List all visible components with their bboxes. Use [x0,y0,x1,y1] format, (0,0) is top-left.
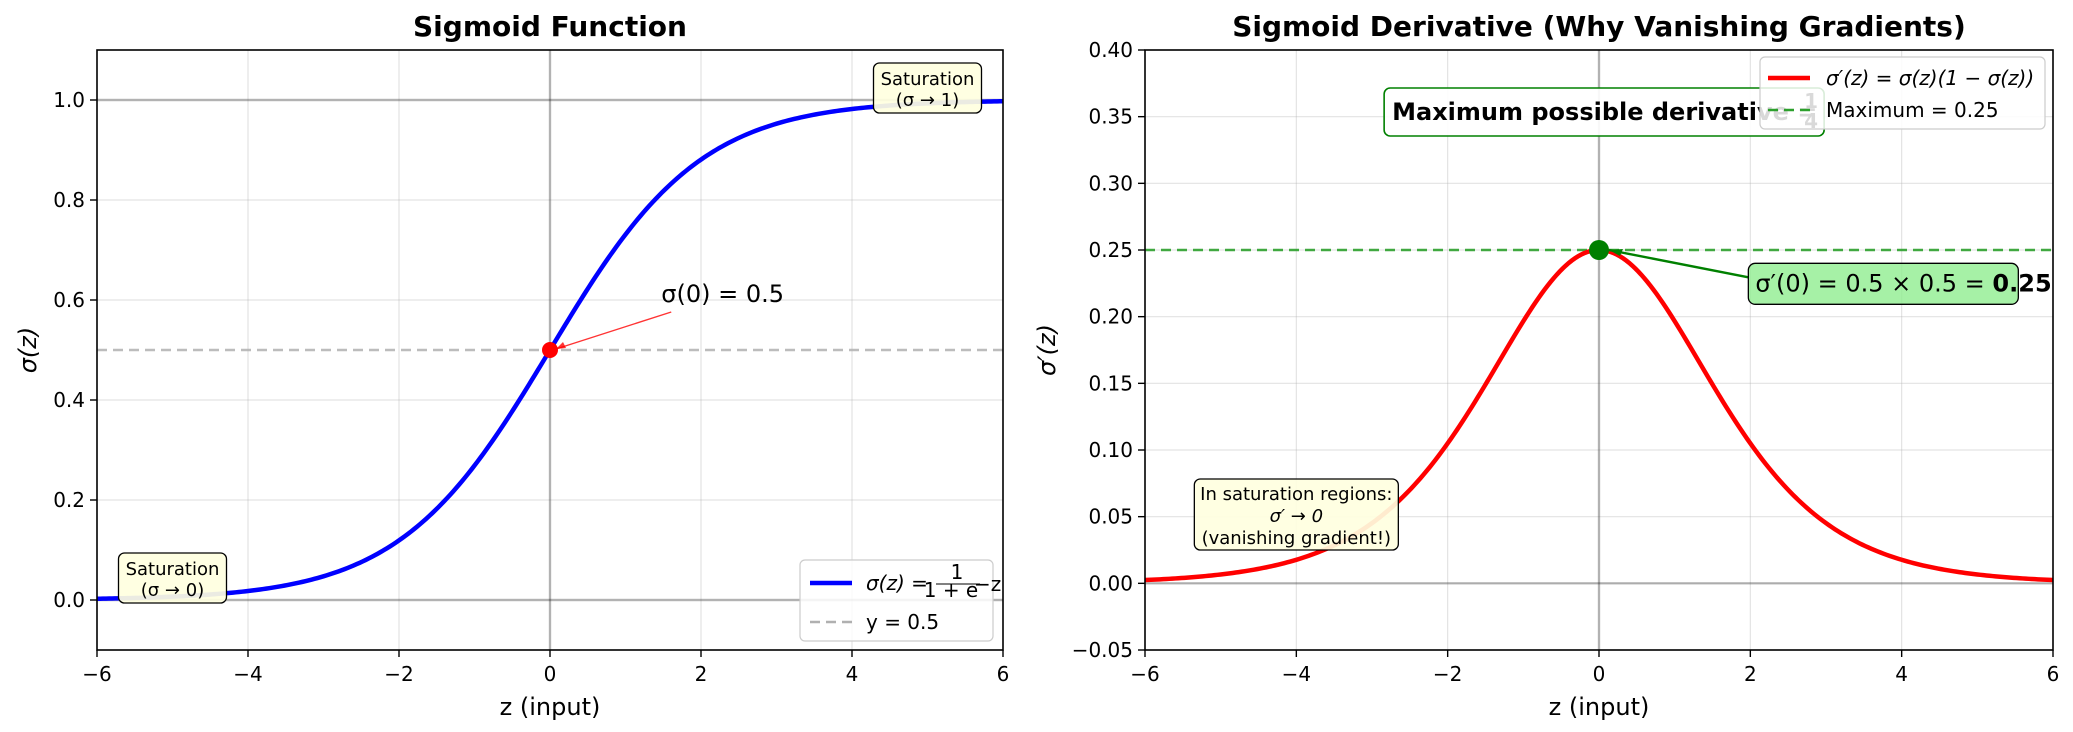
y-tick-label: 0.30 [1088,171,1133,195]
annotation-line: (vanishing gradient!) [1202,528,1392,549]
legend: σ′(z) = σ(z)(1 − σ(z)) Maximum = 0.25 [1759,56,2046,130]
legend-label-derivative: σ′(z) = σ(z)(1 − σ(z)) [1826,66,2034,90]
y-tick-label: 1.0 [53,88,85,112]
annotation-line: Saturation [126,559,220,580]
annotation-max-possible: Maximum possible derivative = [1392,98,1817,126]
y-tick-label: 0.05 [1088,505,1133,529]
y-tick-label: 0.4 [53,388,85,412]
x-axis-label: z (input) [500,693,601,721]
y-axis-label: σ(z) [14,327,42,374]
y-tick-label: 0.2 [53,488,85,512]
y-tick-label: 0.10 [1088,438,1133,462]
y-tick-label: 0.8 [53,188,85,212]
annotation-line: (σ → 0) [141,580,204,601]
chart-panel-1: −6 −4 −2 0 2 4 6 0.0 0.2 0.4 0.6 0.8 1.0 Sigmoid Func… [14,10,1009,721]
x-tick-label: 0 [544,662,557,686]
legend-box [1759,56,2046,130]
annotation-arrowhead [1609,249,1623,256]
y-tick-label: 0.35 [1088,105,1133,129]
legend-label-maximum: Maximum = 0.25 [1826,98,1999,122]
tick-group: −6 −4 −2 0 2 4 6 0.0 0.2 0.4 0.6 0.8 1.0 [53,88,1009,686]
legend-fraction-numerator: 1 [951,560,964,584]
legend-fraction-exponent: −z [974,572,1001,596]
x-tick-label: 2 [695,662,708,686]
annotation-sigma-zero: σ(0) = 0.5 [661,280,784,308]
x-tick-label: −6 [1130,662,1159,686]
annotation-text-bold: 0.25 [1992,269,2051,297]
x-tick-label: −4 [233,662,262,686]
x-tick-label: 6 [2047,662,2060,686]
chart-title: Sigmoid Function [413,10,687,43]
legend-fraction-denominator: 1 + e [924,578,979,602]
annotation-line: σ′ → 0 [1270,506,1323,527]
y-tick-label: 0.25 [1088,238,1133,262]
x-tick-label: 6 [997,662,1010,686]
legend-label-half: y = 0.5 [866,610,939,634]
x-tick-label: −2 [1433,662,1462,686]
x-tick-label: −6 [82,662,111,686]
x-tick-label: 4 [1895,662,1908,686]
x-tick-label: 0 [1593,662,1606,686]
annotation-arrowhead [556,342,566,349]
annotation-line: (σ → 1) [896,90,959,111]
y-tick-label: 0.6 [53,288,85,312]
legend-label-sigmoid: σ(z) = [866,571,928,595]
x-tick-label: 4 [846,662,859,686]
annotation-arrow [555,311,672,350]
annotation-text-part: σ′(0) = 0.5 × 0.5 = [1755,269,1992,297]
x-tick-label: −2 [384,662,413,686]
legend: σ(z) = 11 + e−z y = 0.5 [799,559,1001,642]
annotation-box [117,552,228,604]
annotation-box [872,62,983,114]
chart-title: Sigmoid Derivative (Why Vanishing Gradie… [1232,10,1966,43]
y-tick-label: 0.40 [1088,38,1133,62]
chart-panel-2: −6 −4 −2 0 2 4 6 −0.05 0.00 0.05 0.10 0.15 0.20 0.25 0… [1033,10,2059,721]
tick-group: −6 −4 −2 0 2 4 6 −0.05 0.00 0.05 0.10 0.15 0.20 0.25 0… [1072,38,2060,686]
y-tick-label: 0.00 [1088,571,1133,595]
x-tick-label: 2 [1744,662,1757,686]
x-axis-label: z (input) [1549,693,1650,721]
y-tick-label: 0.0 [53,588,85,612]
annotation-arrow [1608,248,1749,279]
y-tick-label: −0.05 [1072,638,1133,662]
y-axis-label: σ′(z) [1033,324,1061,376]
y-tick-label: 0.15 [1088,371,1133,395]
annotation-box [1747,262,2019,305]
data-point-marker [1589,240,1609,260]
x-tick-label: −4 [1282,662,1311,686]
data-point-marker [542,342,558,358]
annotation-derivative-max: σ′(0) = 0.5 × 0.5 = 0.25 [1755,269,2051,297]
annotation-line: In saturation regions: [1200,484,1392,505]
annotation-box [1193,478,1399,551]
y-tick-label: 0.20 [1088,305,1133,329]
annotation-line: Saturation [881,69,975,90]
